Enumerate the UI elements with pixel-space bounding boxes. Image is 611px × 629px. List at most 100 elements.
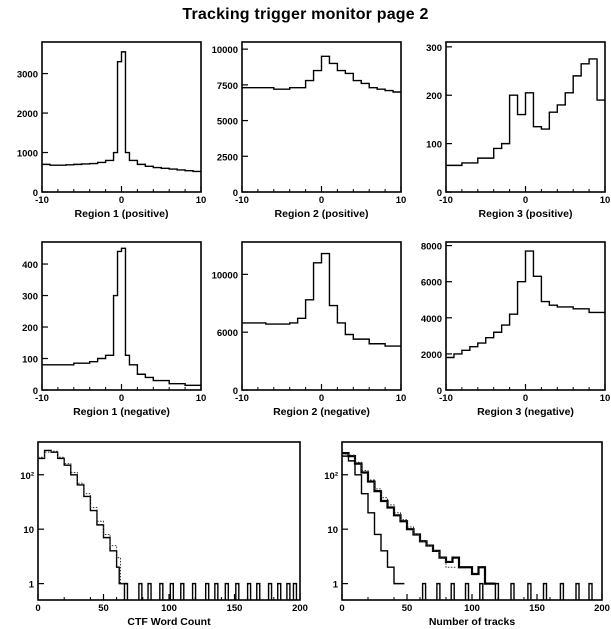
chart-ntrk-series-dotted (342, 453, 457, 568)
chart-ntrk-xtick-label: 0 (339, 603, 344, 614)
chart-ntrk-series-thin (342, 455, 405, 585)
chart-r1n-xtick-label: 10 (196, 393, 207, 404)
chart-r3p-xlabel: Region 3 (positive) (479, 208, 573, 220)
chart-ntrk-xlabel: Number of tracks (429, 616, 516, 628)
chart-r1n-xlabel: Region 1 (negative) (73, 406, 170, 418)
chart-r2p-ytick-label: 10000 (212, 45, 238, 56)
chart-r1p-ytick-label: 1000 (17, 149, 38, 160)
chart-ctf-xlabel: CTF Word Count (127, 616, 211, 628)
chart-r3n-xlabel: Region 3 (negative) (477, 406, 574, 418)
chart-ctf-xtick-label: 150 (227, 603, 243, 614)
chart-ntrk-xtick-label: 200 (594, 603, 610, 614)
chart-ctf-ytick-label: 10² (20, 471, 34, 482)
chart-r1n-ytick-label: 200 (22, 323, 38, 334)
chart-r2p-xtick-label: -10 (235, 195, 249, 206)
chart-ctf-xtick-label: 200 (292, 603, 308, 614)
chart-ntrk-spike (421, 582, 427, 600)
chart-ctf-xtick-label: 50 (98, 603, 109, 614)
chart-r2n-xtick-label: 0 (319, 393, 324, 404)
chart-ntrk-xtick-label: 150 (529, 603, 545, 614)
chart-ntrk-ytick-label: 10 (327, 525, 338, 536)
chart-r2n-ytick-label: 6000 (217, 328, 238, 339)
chart-r1n-ytick-label: 100 (22, 355, 38, 366)
chart-ntrk-xtick-label: 50 (402, 603, 413, 614)
chart-ctf-spike (214, 582, 219, 600)
chart-r3p-xtick-label: 0 (523, 195, 528, 206)
chart-r2n-ytick-label: 0 (233, 386, 238, 397)
chart-r3n-ytick-label: 2000 (421, 350, 442, 361)
chart-r1n-ytick-label: 300 (22, 292, 38, 303)
chart-r2n-xtick-label: -10 (235, 393, 249, 404)
chart-ctf-spike (159, 582, 164, 600)
chart-ctf-spike (246, 582, 252, 600)
chart-r3n-ytick-label: 6000 (421, 278, 442, 289)
chart-r3n-xtick-label: 0 (523, 393, 528, 404)
chart-ctf-spike (123, 582, 129, 600)
chart-ntrk-spike (494, 582, 500, 600)
chart-ctf-spike (191, 582, 197, 600)
chart-ctf-ytick-label: 1 (29, 580, 35, 591)
chart-r1n-ytick-label: 0 (33, 386, 38, 397)
chart-ntrk-frame (341, 441, 603, 601)
chart-r1p-ytick-label: 2000 (17, 109, 38, 120)
chart-ctf-spike (256, 582, 261, 600)
chart-r1p-ytick-label: 0 (33, 188, 38, 199)
chart-ctf-xtick-label: 100 (161, 603, 177, 614)
chart-ntrk-spike (542, 582, 548, 600)
chart-r1n-series (42, 247, 201, 386)
chart-r3p-ytick-label: 300 (426, 43, 442, 54)
chart-r2n-ytick-label: 10000 (212, 270, 238, 281)
chart-r1p-xtick-label: 10 (196, 195, 207, 206)
chart-ctf-series-dotted (38, 450, 125, 585)
chart-ctf-spike (180, 582, 185, 600)
chart-r3p-xtick-label: 10 (600, 195, 611, 206)
chart-ntrk-spike (450, 582, 455, 600)
chart-r3p-ytick-label: 100 (426, 140, 442, 151)
chart-r2p-ytick-label: 0 (233, 188, 238, 199)
chart-r1p-xlabel: Region 1 (positive) (75, 208, 169, 220)
chart-r2p-xlabel: Region 2 (positive) (275, 208, 369, 220)
chart-r3n-ytick-label: 0 (437, 386, 442, 397)
chart-ntrk-spike (575, 582, 580, 600)
page-title: Tracking trigger monitor page 2 (182, 6, 429, 23)
chart-r3n-series (446, 250, 605, 359)
chart-ntrk-spike (510, 582, 515, 600)
chart-ctf-frame (37, 441, 301, 601)
chart-ntrk-spike (436, 582, 441, 600)
chart-ctf-series-solid (38, 449, 128, 585)
chart-r2p-xtick-label: 0 (319, 195, 324, 206)
chart-r2n-xtick-label: 10 (396, 393, 407, 404)
chart-r3n-ytick-label: 8000 (421, 242, 442, 253)
chart-r2p-ytick-label: 5000 (217, 117, 238, 128)
chart-r2p-ytick-label: 2500 (217, 152, 238, 163)
chart-r3n-xtick-label: 10 (600, 393, 611, 404)
chart-ctf-spike (235, 582, 240, 600)
chart-r1n-frame (41, 241, 202, 391)
chart-ctf-spike (292, 582, 298, 600)
chart-ntrk-spike (479, 582, 484, 600)
chart-ctf-spike (147, 582, 152, 600)
chart-ntrk-spike (588, 582, 593, 600)
chart-r1n-xtick-label: -10 (35, 393, 49, 404)
chart-ntrk-spike (559, 582, 565, 600)
chart-r1n-ytick-label: 400 (22, 260, 38, 271)
chart-r3n-xtick-label: -10 (439, 393, 453, 404)
chart-ctf-spike (286, 582, 291, 600)
chart-ntrk-ytick-label: 1 (333, 580, 339, 591)
chart-r1p-xtick-label: -10 (35, 195, 49, 206)
chart-ntrk-xtick-label: 100 (464, 603, 480, 614)
chart-ctf-spike (224, 582, 230, 600)
chart-ctf-spike (204, 582, 210, 600)
chart-ntrk-spike (527, 582, 532, 600)
chart-r3p-xtick-label: -10 (439, 195, 453, 206)
chart-r1p-xtick-label: 0 (119, 195, 124, 206)
chart-r2n-frame (241, 241, 402, 391)
chart-r3n-ytick-label: 4000 (421, 314, 442, 325)
chart-r2n-series (242, 252, 401, 347)
chart-r3p-ytick-label: 0 (437, 188, 442, 199)
chart-r2p-ytick-label: 7500 (217, 81, 238, 92)
chart-ntrk-series-thick (342, 452, 496, 585)
chart-ctf-xtick-label: 0 (35, 603, 40, 614)
chart-r3p-series (446, 58, 605, 167)
